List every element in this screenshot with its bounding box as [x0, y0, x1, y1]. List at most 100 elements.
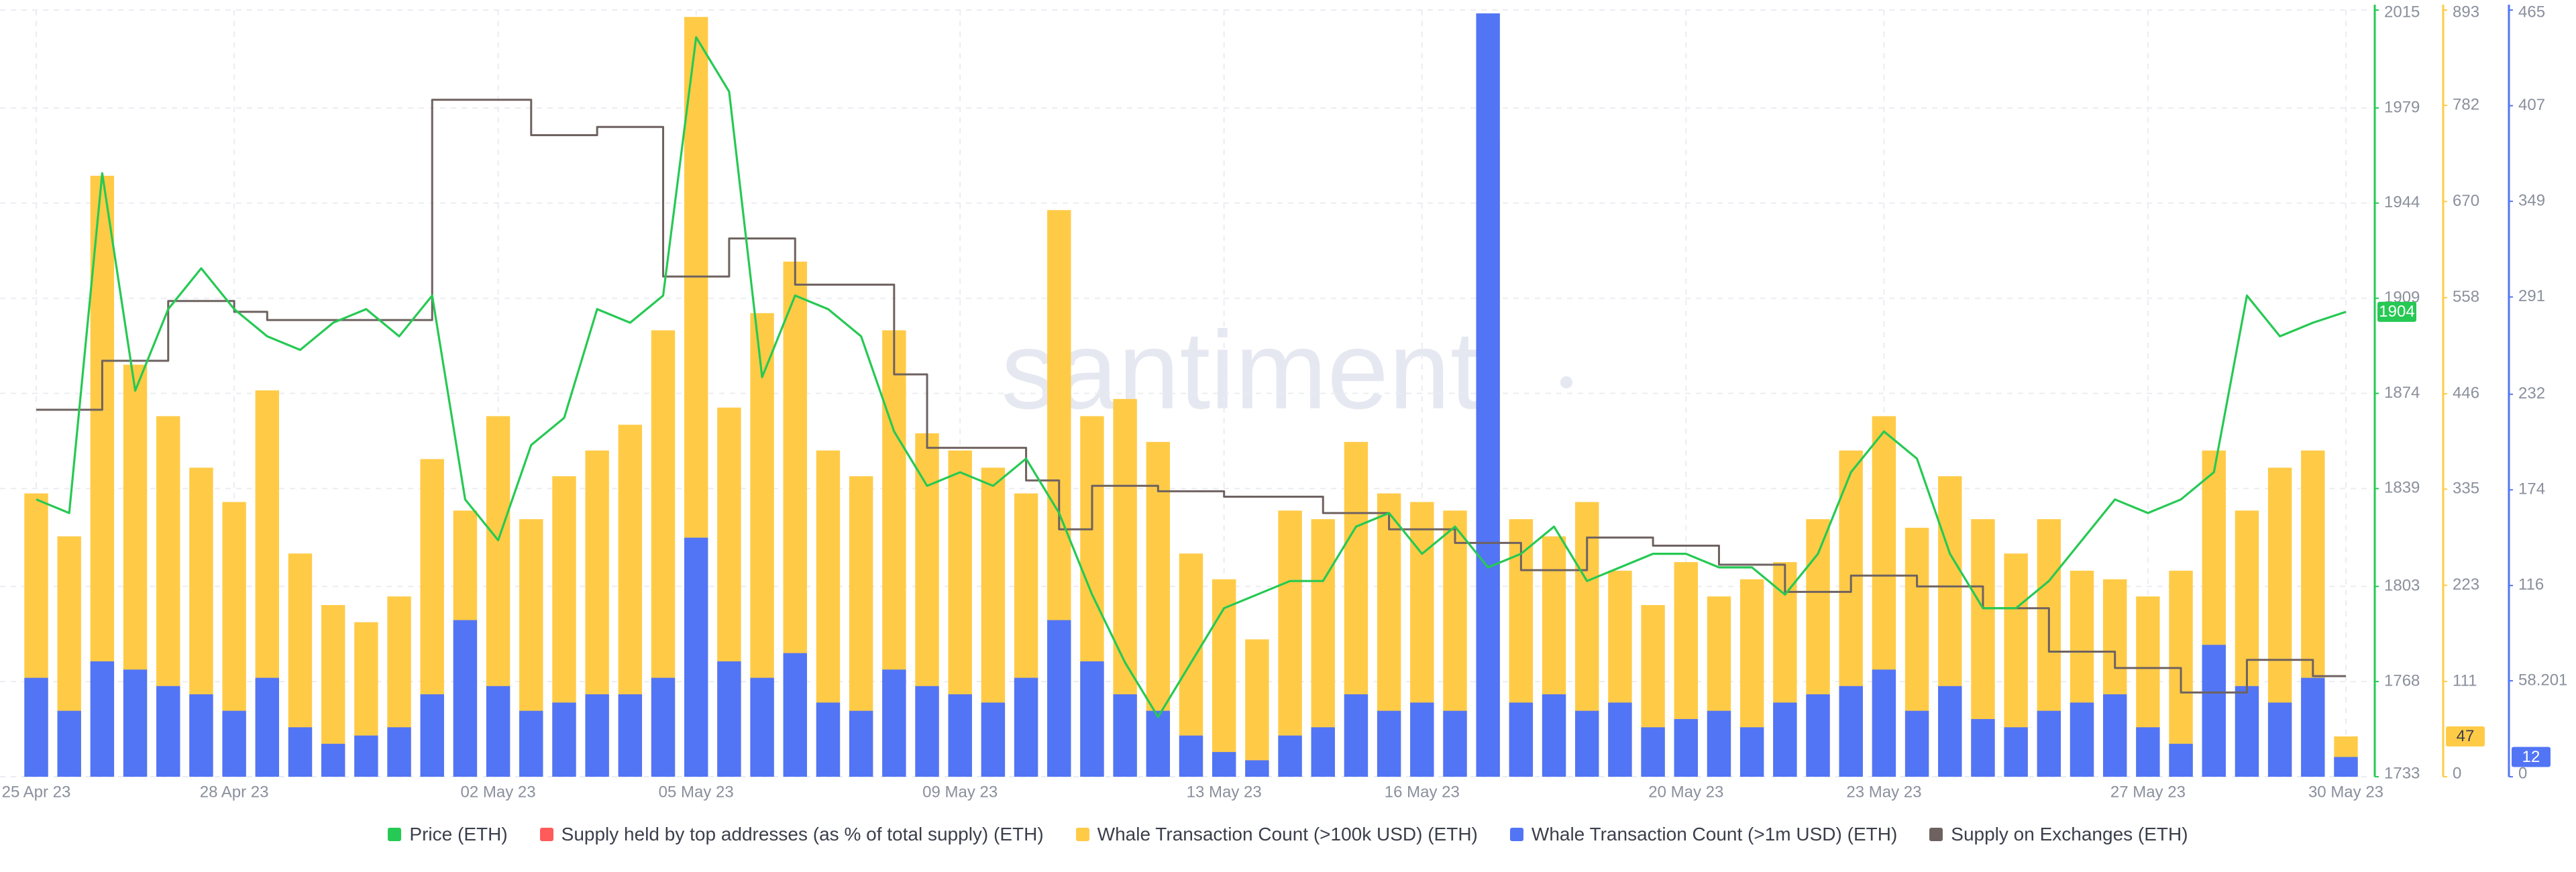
bar — [2004, 727, 2028, 777]
y-tick-label: 223 — [2453, 576, 2479, 594]
bar — [288, 727, 313, 777]
y-tick-label: 1874 — [2384, 384, 2420, 402]
legend-swatch — [388, 828, 402, 841]
y-tick-label: 1803 — [2384, 577, 2420, 595]
y-tick-label: 558 — [2453, 288, 2479, 306]
x-tick-label: 27 May 23 — [2110, 783, 2186, 801]
x-tick-label: 13 May 23 — [1187, 783, 1262, 801]
bar — [1739, 727, 1764, 777]
bar — [222, 710, 246, 777]
bar — [519, 710, 543, 777]
bar — [453, 620, 478, 777]
bar — [1872, 669, 1896, 777]
bar — [1971, 718, 1995, 777]
legend-swatch — [1509, 828, 1523, 841]
y-tick-label: 893 — [2453, 3, 2479, 21]
y-tick-label: 111 — [2453, 671, 2477, 690]
bar — [2037, 710, 2061, 777]
bar — [2169, 743, 2193, 777]
bar — [2334, 757, 2358, 777]
bar — [354, 735, 378, 777]
value-badge — [2377, 301, 2416, 322]
bar — [486, 686, 511, 777]
bar — [1146, 710, 1171, 777]
legend-label: Supply held by top addresses (as % of to… — [561, 824, 1044, 844]
chart: santiment 25 Apr 23 28 Apr 23 02 May 23 05 … — [0, 3, 2567, 801]
y-tick-label: 232 — [2518, 384, 2545, 402]
x-tick-label: 30 May 23 — [2308, 783, 2383, 801]
bar — [1938, 686, 1962, 777]
x-tick-label: 23 May 23 — [1846, 783, 1921, 801]
bar — [2070, 702, 2094, 777]
legend-item[interactable]: Price (ETH) — [388, 824, 508, 845]
bar — [981, 702, 1006, 777]
bar — [156, 686, 180, 777]
legend-item[interactable]: Supply held by top addresses (as % of to… — [539, 824, 1044, 845]
y-tick-label: 116 — [2518, 576, 2544, 594]
y-tick-label: 1733 — [2384, 764, 2420, 782]
bar — [1509, 702, 1534, 777]
y-tick-label: 335 — [2453, 480, 2479, 498]
y-tick-label: 0 — [2453, 764, 2461, 782]
bar — [1344, 694, 1368, 777]
y-tick-label: 349 — [2518, 191, 2545, 209]
bar — [1443, 710, 1467, 777]
bar — [57, 710, 81, 777]
bar — [1904, 710, 1929, 777]
legend-label: Price (ETH) — [409, 824, 508, 844]
y-tick-label: 58.201 — [2518, 671, 2567, 689]
bar — [651, 677, 676, 777]
legend-item[interactable]: Supply on Exchanges (ETH) — [1929, 824, 2188, 845]
bar — [1212, 752, 1236, 777]
watermark: santiment — [1001, 309, 1481, 432]
bar — [750, 677, 774, 777]
bar — [684, 537, 708, 777]
bar — [1641, 727, 1665, 777]
y-tick-label: 465 — [2518, 3, 2545, 21]
bar — [717, 661, 741, 777]
legend-swatch — [1929, 828, 1943, 841]
bar — [1212, 579, 1236, 777]
x-tick-label: 02 May 23 — [461, 783, 536, 801]
bar — [1674, 718, 1698, 777]
x-tick-label: 09 May 23 — [922, 783, 998, 801]
bar — [1278, 510, 1302, 777]
bar — [1080, 661, 1104, 777]
bar — [189, 694, 213, 777]
y-tick-label: 1944 — [2384, 193, 2420, 211]
bar — [24, 677, 48, 777]
bar — [1839, 686, 1863, 777]
legend-label: Whale Transaction Count (>1m USD) (ETH) — [1531, 824, 1898, 844]
bar — [849, 710, 873, 777]
y-tick-label: 0 — [2518, 764, 2527, 782]
bar — [948, 694, 972, 777]
bar — [1542, 694, 1566, 777]
bar — [1608, 702, 1632, 777]
y-tick-label: 1768 — [2384, 671, 2420, 690]
bar — [2301, 677, 2325, 777]
bar — [1311, 727, 1335, 777]
x-tick-label: 05 May 23 — [659, 783, 734, 801]
x-tick-label: 28 Apr 23 — [200, 783, 269, 801]
bar — [552, 702, 576, 777]
y-tick-label: 670 — [2453, 192, 2479, 210]
legend-item[interactable]: Whale Transaction Count (>1m USD) (ETH) — [1509, 824, 1898, 845]
y-tick-label: 1979 — [2384, 98, 2420, 116]
y-tick-label: 291 — [2518, 287, 2545, 305]
x-tick-label: 25 Apr 23 — [2, 783, 71, 801]
bar — [882, 669, 906, 777]
value-badge — [2512, 747, 2551, 767]
value-badge — [2446, 726, 2485, 747]
legend-swatch — [1075, 828, 1089, 841]
y-tick-label: 446 — [2453, 384, 2479, 402]
bar — [1047, 620, 1071, 777]
legend-item[interactable]: Whale Transaction Count (>100k USD) (ETH… — [1075, 824, 1478, 845]
x-tick-label: 20 May 23 — [1648, 783, 1723, 801]
step-line — [36, 99, 2346, 694]
bar — [1707, 710, 1731, 777]
bar — [2202, 645, 2226, 777]
bar — [321, 743, 345, 777]
legend-label: Whale Transaction Count (>100k USD) (ETH… — [1097, 824, 1478, 844]
bar — [1476, 13, 1500, 777]
